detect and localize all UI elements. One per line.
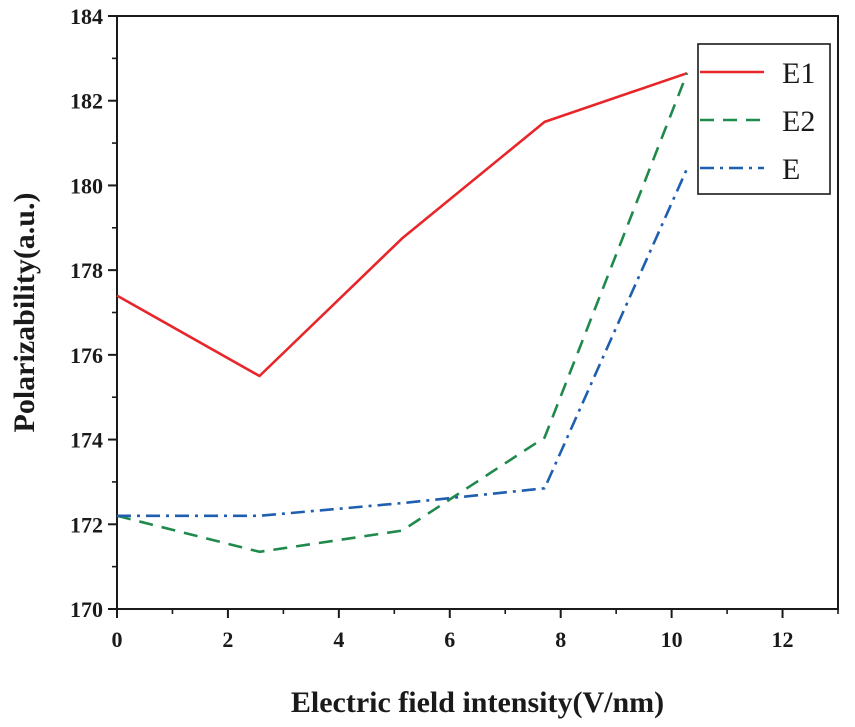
x-tick-label: 8: [555, 627, 566, 652]
legend-label-e2: E2: [782, 105, 815, 138]
x-tick-label: 2: [222, 627, 233, 652]
series-line-e1: [116, 71, 688, 378]
x-tick-label: 6: [444, 627, 455, 652]
y-tick-label: 170: [70, 597, 103, 622]
y-axis-title: Polarizability(a.u.): [8, 193, 41, 433]
x-axis-title: Electric field intensity(V/nm): [291, 686, 664, 719]
y-tick-label: 184: [70, 4, 103, 29]
x-tick-label: 10: [661, 627, 683, 652]
y-axis-ticks: 170 172 174 176 178 180 182 184: [70, 4, 117, 622]
x-tick-label: 0: [112, 627, 123, 652]
y-tick-label: 172: [70, 512, 103, 537]
y-tick-label: 180: [70, 173, 103, 198]
series-line-e2: [116, 72, 689, 554]
x-axis-ticks: 0 2 4 6 8 10 12: [112, 609, 839, 652]
y-tick-label: 174: [70, 428, 103, 453]
series-layer: [116, 71, 689, 554]
series-line-e: [117, 167, 689, 518]
legend: E1 E2 E: [697, 43, 831, 195]
legend-label-e: E: [782, 153, 800, 186]
y-tick-label: 176: [70, 343, 103, 368]
y-tick-label: 178: [70, 258, 103, 283]
x-tick-label: 12: [772, 627, 794, 652]
x-tick-label: 4: [333, 627, 344, 652]
legend-label-e1: E1: [782, 57, 815, 90]
y-tick-label: 182: [70, 89, 103, 114]
